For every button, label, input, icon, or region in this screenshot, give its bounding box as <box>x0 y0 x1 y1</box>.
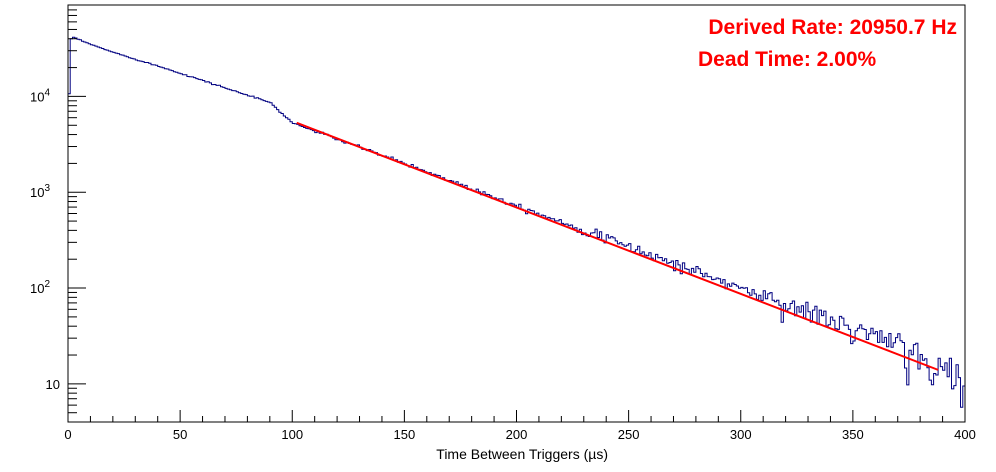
y-tick-label: 10 <box>46 377 60 392</box>
x-axis: 0 50 100 150 200 250 300 350 400 <box>64 410 976 442</box>
x-tick-label: 50 <box>173 427 187 442</box>
x-tick-label: 250 <box>618 427 640 442</box>
x-tick-label: 400 <box>954 427 976 442</box>
histogram-step-line <box>67 36 965 422</box>
x-axis-title: Time Between Triggers (µs) <box>436 446 608 462</box>
y-tick-label: 103 <box>30 183 50 200</box>
fit-line-series <box>296 121 939 371</box>
y-axis: 10 102 103 104 <box>30 4 86 423</box>
y-tick-label: 104 <box>30 87 50 104</box>
y-tick-label: 102 <box>30 279 50 296</box>
histogram-series <box>67 36 965 422</box>
x-tick-label: 0 <box>64 427 71 442</box>
x-tick-label: 200 <box>506 427 528 442</box>
derived-rate-annotation: Derived Rate: 20950.7 Hz <box>708 16 957 39</box>
x-tick-label: 150 <box>394 427 416 442</box>
x-tick-label: 100 <box>281 427 303 442</box>
x-tick-label: 350 <box>842 427 864 442</box>
fit-line <box>296 121 939 371</box>
x-tick-label: 300 <box>730 427 752 442</box>
dead-time-annotation: Dead Time: 2.00% <box>698 48 877 71</box>
